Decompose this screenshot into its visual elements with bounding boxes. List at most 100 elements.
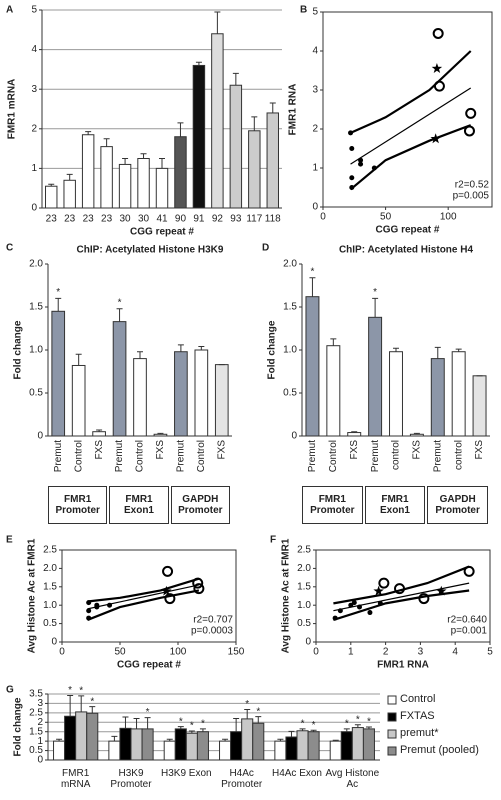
- bar: [174, 728, 187, 761]
- y-axis-label: Fold change: [267, 320, 278, 379]
- legend-label: Premut (pooled): [400, 744, 479, 756]
- y-axis-label: Avg Histone Ac at FMR1: [281, 538, 292, 653]
- error-bar: [177, 726, 184, 729]
- point: [86, 615, 92, 621]
- x-tick-label: H4Ac Promoter: [221, 768, 263, 790]
- x-tick-label: 118: [265, 214, 281, 225]
- point: [378, 577, 390, 589]
- x-tick-label: Control: [135, 440, 146, 472]
- error-bar: [96, 429, 103, 432]
- bar: [362, 728, 375, 761]
- y-tick-label: 0: [37, 755, 43, 766]
- error-bar: [330, 338, 337, 346]
- y-tick-label: 0: [305, 637, 311, 648]
- x-tick-label: 23: [46, 214, 58, 225]
- point: [430, 133, 441, 144]
- bar: [305, 296, 320, 437]
- panel-label: E: [6, 535, 13, 546]
- point: [349, 185, 355, 190]
- error-bar: [222, 738, 229, 742]
- x-tick-label: Control: [73, 440, 84, 472]
- y-axis-label: Fold change: [13, 320, 24, 379]
- fit-line: [87, 589, 200, 621]
- x-tick-label: 117: [246, 214, 262, 225]
- error-bar: [67, 695, 74, 717]
- error-bar: [393, 347, 399, 352]
- x-tick-label: 91: [193, 214, 205, 225]
- point: [371, 165, 377, 171]
- error-bar: [214, 11, 221, 34]
- error-bar: [310, 729, 317, 732]
- y-tick-label: 1: [37, 736, 43, 747]
- error-bar: [255, 716, 262, 724]
- error-bar: [122, 158, 129, 165]
- bar: [230, 731, 243, 761]
- bar: [409, 433, 424, 437]
- bar: [389, 351, 403, 437]
- chart-title: ChIP: Acetylated Histone H3K9: [77, 245, 224, 256]
- x-tick-label: 100: [170, 647, 187, 658]
- legend-swatch: [387, 746, 397, 756]
- x-tick-label: Premut: [176, 440, 187, 472]
- x-tick-label: 100: [440, 212, 457, 223]
- x-axis-label: CGG repeat #: [130, 227, 194, 238]
- y-tick-label: 4: [31, 44, 37, 55]
- bar: [241, 718, 254, 761]
- annotation: p=0.001: [451, 626, 488, 637]
- significance-marker: *: [118, 297, 122, 308]
- x-tick-label: 0: [313, 647, 319, 658]
- error-bar: [455, 348, 462, 352]
- x-tick-label: 2: [383, 647, 389, 658]
- y-tick-label: 0.5: [283, 388, 297, 399]
- x-tick-label: 150: [228, 647, 245, 658]
- error-bar: [199, 728, 206, 732]
- y-tick-label: 2.0: [297, 563, 311, 574]
- error-bar: [372, 297, 379, 318]
- bar: [155, 167, 169, 209]
- y-tick-label: 3: [312, 85, 318, 96]
- significance-marker: *: [312, 720, 316, 731]
- panel-label: D: [262, 243, 269, 254]
- x-tick-label: 5: [487, 647, 493, 658]
- x-tick-label: control: [453, 440, 464, 470]
- bar: [229, 84, 243, 209]
- point: [358, 161, 364, 167]
- legend-label: premut*: [400, 727, 439, 739]
- panel-label: A: [6, 5, 13, 16]
- bar: [248, 130, 261, 209]
- legend-swatch: [387, 729, 397, 739]
- y-axis-label: Fold change: [13, 697, 24, 756]
- y-tick-label: 1: [312, 163, 318, 174]
- bar: [252, 722, 265, 761]
- y-tick-label: 4: [312, 46, 318, 57]
- point: [192, 577, 204, 589]
- significance-marker: *: [345, 719, 349, 730]
- legend-swatch: [387, 695, 397, 705]
- y-tick-label: 0.5: [297, 618, 311, 629]
- significance-marker: *: [367, 717, 371, 728]
- x-tick-label: 0: [59, 647, 65, 658]
- error-bar: [137, 351, 143, 359]
- error-bar: [177, 122, 184, 137]
- bar: [472, 375, 487, 437]
- significance-marker: *: [68, 685, 72, 696]
- error-bar: [251, 116, 258, 131]
- x-tick-label: Premut: [53, 440, 64, 472]
- plot-frame: [315, 549, 491, 643]
- error-bar: [299, 728, 306, 731]
- annotation: r2=0.640: [447, 615, 487, 626]
- y-axis-label: FMR1 mRNA: [7, 79, 18, 140]
- y-tick-label: 0.5: [29, 745, 43, 756]
- fit-line: [350, 87, 472, 165]
- y-tick-label: 1.5: [297, 581, 311, 592]
- x-tick-label: 3: [418, 647, 424, 658]
- x-tick-label: 50: [114, 647, 126, 658]
- bar: [75, 711, 88, 761]
- group-label: FMR1 Exon1: [109, 486, 169, 524]
- significance-marker: *: [356, 714, 360, 725]
- y-tick-label: 2.5: [43, 545, 57, 556]
- error-bar: [277, 738, 284, 742]
- y-tick-label: 0: [312, 202, 318, 213]
- bar: [53, 740, 66, 761]
